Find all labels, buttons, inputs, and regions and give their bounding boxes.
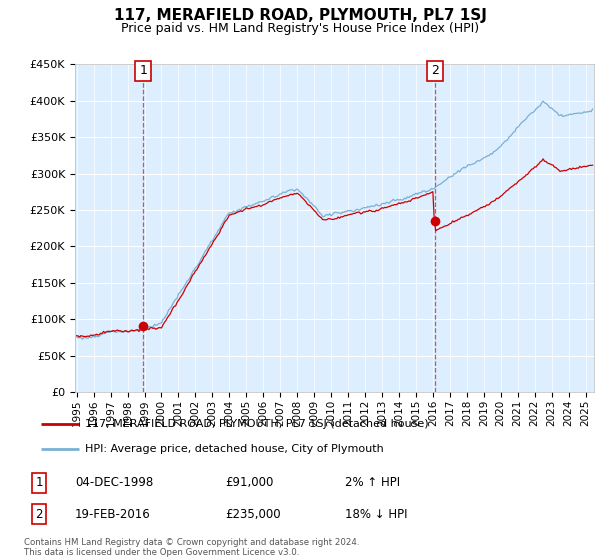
Text: 19-FEB-2016: 19-FEB-2016 [75,507,151,521]
Text: 2% ↑ HPI: 2% ↑ HPI [345,476,400,489]
Text: Contains HM Land Registry data © Crown copyright and database right 2024.
This d: Contains HM Land Registry data © Crown c… [24,538,359,557]
Text: 2: 2 [431,64,439,77]
Text: £235,000: £235,000 [225,507,281,521]
Text: 04-DEC-1998: 04-DEC-1998 [75,476,153,489]
Text: 117, MERAFIELD ROAD, PLYMOUTH, PL7 1SJ (detached house): 117, MERAFIELD ROAD, PLYMOUTH, PL7 1SJ (… [85,419,428,429]
Text: 1: 1 [139,64,147,77]
Text: Price paid vs. HM Land Registry's House Price Index (HPI): Price paid vs. HM Land Registry's House … [121,22,479,35]
Text: £91,000: £91,000 [225,476,274,489]
Text: 18% ↓ HPI: 18% ↓ HPI [345,507,407,521]
Text: 2: 2 [35,507,43,521]
Text: HPI: Average price, detached house, City of Plymouth: HPI: Average price, detached house, City… [85,444,383,454]
Text: 1: 1 [35,476,43,489]
Text: 117, MERAFIELD ROAD, PLYMOUTH, PL7 1SJ: 117, MERAFIELD ROAD, PLYMOUTH, PL7 1SJ [113,8,487,24]
